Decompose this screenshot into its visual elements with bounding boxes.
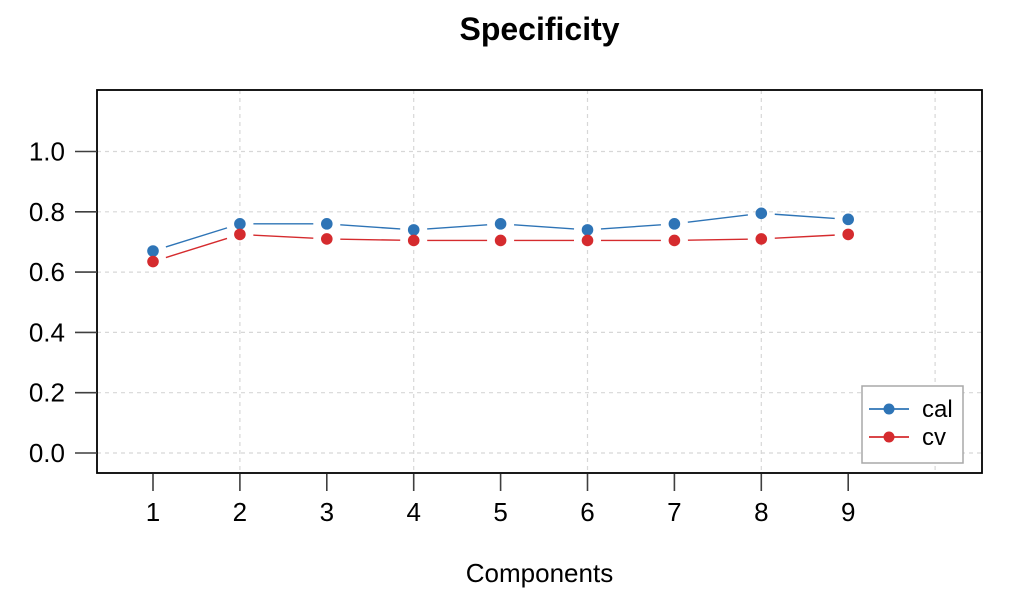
legend-label-cv: cv [922, 424, 946, 451]
legend-marker-cv [883, 431, 895, 443]
y-tick-label: 0.4 [29, 317, 65, 347]
data-point-cal-9 [842, 213, 854, 226]
gridlines [97, 90, 982, 473]
series-segment-cv [340, 238, 401, 241]
data-point-cal-5 [494, 218, 507, 230]
data-point-cv-5 [494, 234, 507, 247]
data-point-cv-6 [581, 234, 594, 247]
data-point-cv-8 [755, 233, 768, 245]
data-series [147, 207, 854, 268]
x-tick-label: 1 [146, 497, 160, 527]
y-tick-label: 0.8 [29, 197, 65, 227]
x-axis-label: Components [465, 558, 614, 588]
data-point-cv-3 [321, 233, 333, 245]
data-point-cal-3 [321, 218, 333, 230]
series-segment-cal [427, 224, 488, 230]
series-segment-cal [687, 214, 748, 223]
x-tick-label: 9 [841, 497, 855, 527]
x-tick-label: 6 [580, 497, 594, 527]
x-axis-ticks [152, 474, 850, 491]
y-tick-label: 0.2 [29, 378, 65, 408]
y-tick-label: 0.6 [29, 257, 65, 287]
series-segment-cal [514, 224, 575, 230]
data-point-cal-2 [234, 218, 246, 230]
series-segment-cal [165, 227, 228, 248]
x-tick-label: 4 [406, 497, 420, 527]
data-point-cv-9 [842, 228, 854, 241]
data-point-cv-7 [668, 234, 681, 247]
plot-border [96, 89, 983, 474]
y-tick-label: 1.0 [29, 137, 65, 167]
data-point-cal-1 [147, 245, 159, 257]
data-point-cal-8 [755, 207, 768, 220]
x-tick-label: 5 [493, 497, 507, 527]
y-axis-ticks [75, 150, 97, 454]
legend-box [861, 385, 964, 464]
chart-title: Specificity [459, 11, 620, 47]
series-cv [147, 228, 854, 268]
series-segment-cal [340, 224, 401, 230]
data-point-cv-1 [147, 255, 159, 268]
data-point-cal-6 [581, 224, 594, 236]
data-point-cv-4 [407, 234, 420, 247]
series-segment-cv [774, 234, 835, 239]
series-segment-cv [687, 238, 748, 241]
y-tick-label: 0.0 [29, 438, 65, 468]
x-tick-label: 2 [233, 497, 247, 527]
data-point-cal-7 [668, 218, 681, 230]
series-segment-cal [774, 213, 835, 220]
x-tick-labels: 1 2 3 4 5 6 7 8 9 [146, 497, 856, 527]
series-segment-cv [253, 234, 314, 239]
legend-label-cal: cal [922, 396, 953, 423]
data-point-cv-2 [234, 228, 246, 241]
legend-marker-cal [883, 403, 895, 415]
series-segment-cv [165, 237, 228, 259]
plot-box [96, 89, 983, 474]
data-point-cal-4 [407, 224, 420, 236]
x-tick-label: 7 [667, 497, 681, 527]
series-segment-cal [600, 224, 661, 230]
series-cal [147, 207, 854, 257]
x-tick-label: 8 [754, 497, 768, 527]
y-tick-labels: 0.0 0.2 0.4 0.6 0.8 1.0 [29, 137, 65, 469]
x-tick-label: 3 [320, 497, 334, 527]
